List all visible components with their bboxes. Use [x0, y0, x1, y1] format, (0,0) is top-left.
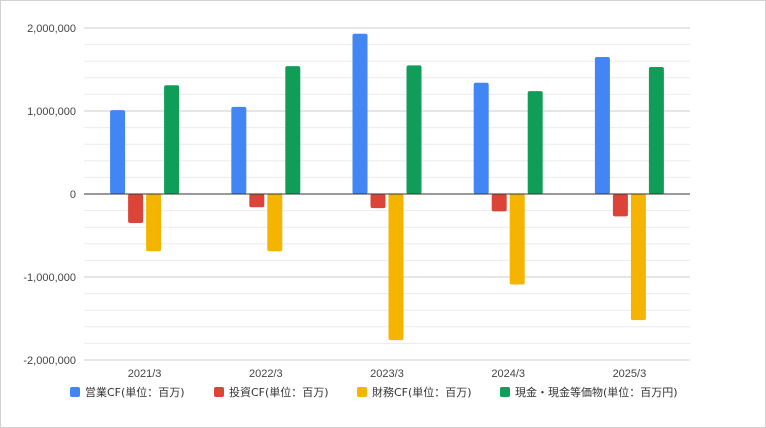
legend-swatch [214, 387, 224, 397]
legend-label: 営業CF(単位：百万) [85, 385, 185, 399]
bar-営業CF(単位：百万)-2021/3 [110, 110, 126, 194]
gridlines [84, 27, 690, 361]
x-tick-label: 2024/3 [491, 368, 525, 380]
bar-営業CF(単位：百万)-2025/3 [594, 57, 610, 194]
legend-label: 財務CF(単位：百万) [372, 385, 472, 399]
y-tick-label: 0 [70, 189, 76, 201]
legend-label: 現金・現金等価物(単位：百万円) [515, 385, 678, 399]
bar-財務CF(単位：百万)-2025/3 [630, 194, 646, 321]
y-tick-label: 1,000,000 [27, 106, 76, 118]
bar-財務CF(単位：百万)-2024/3 [509, 194, 525, 285]
y-tick-label: -2,000,000 [23, 355, 76, 367]
legend-swatch [70, 387, 80, 397]
legend-swatch [500, 387, 510, 397]
bar-投資CF(単位：百万)-2023/3 [370, 194, 386, 209]
bar-営業CF(単位：百万)-2022/3 [231, 106, 247, 194]
y-tick-label: 2,000,000 [27, 23, 76, 35]
bar-現金・現金等価物(単位：百万円)-2022/3 [285, 66, 301, 194]
bar-現金・現金等価物(単位：百万円)-2025/3 [648, 67, 664, 194]
y-tick-label: -1,000,000 [23, 272, 76, 284]
x-tick-label: 2021/3 [128, 368, 162, 380]
bar-投資CF(単位：百万)-2024/3 [491, 194, 507, 212]
bar-現金・現金等価物(単位：百万円)-2024/3 [527, 91, 543, 194]
bars [110, 33, 664, 341]
bar-財務CF(単位：百万)-2021/3 [146, 194, 162, 252]
x-tick-label: 2022/3 [249, 368, 283, 380]
x-tick-label: 2023/3 [370, 368, 404, 380]
bar-財務CF(単位：百万)-2023/3 [388, 194, 404, 341]
x-tick-label: 2025/3 [613, 368, 647, 380]
bar-営業CF(単位：百万)-2023/3 [352, 33, 368, 195]
bar-投資CF(単位：百万)-2022/3 [249, 194, 265, 208]
bar-財務CF(単位：百万)-2022/3 [267, 194, 283, 252]
bar-投資CF(単位：百万)-2021/3 [128, 194, 144, 224]
x-axis-ticks: 2021/3 2022/3 2023/3 2024/3 2025/3 [128, 368, 646, 380]
legend: 営業CF(単位：百万) 投資CF(単位：百万) 財務CF(単位：百万) 現金・現金等価… [70, 385, 678, 399]
legend-swatch [357, 387, 367, 397]
bar-現金・現金等価物(単位：百万円)-2023/3 [406, 65, 422, 194]
y-axis-ticks: 2,000,000 1,000,000 0 -1,000,000 -2,000,000 [23, 23, 76, 367]
bar-営業CF(単位：百万)-2024/3 [473, 82, 489, 194]
bar-現金・現金等価物(単位：百万円)-2021/3 [164, 85, 180, 194]
bar-投資CF(単位：百万)-2025/3 [612, 194, 628, 217]
legend-label: 投資CF(単位：百万) [229, 385, 329, 399]
